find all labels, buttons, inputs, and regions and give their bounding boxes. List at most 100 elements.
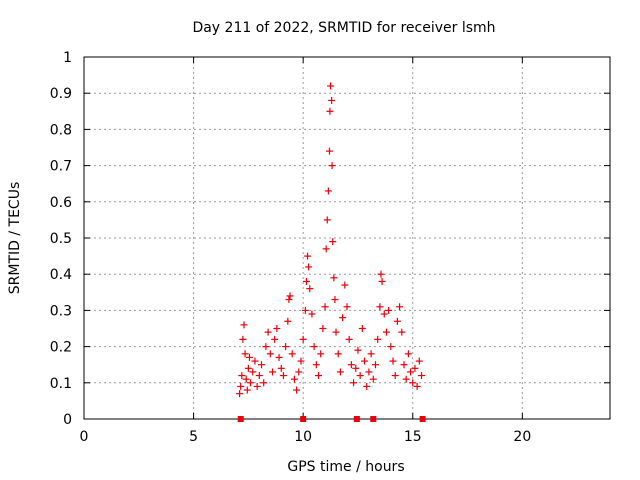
data-point [273,325,281,332]
y-tick-label: 0.5 [50,231,72,247]
axis-marker [300,416,307,422]
data-point [264,328,272,336]
data-point [374,335,382,343]
data-point [255,372,263,380]
chart-title: Day 211 of 2022, SRMTID for receiver lsm… [192,20,495,36]
data-point [334,350,342,358]
x-tick-label: 5 [189,429,198,445]
data-point [387,343,395,351]
axis-marker [237,416,244,422]
data-point [380,310,388,318]
data-point [247,379,255,387]
data-point [297,357,305,365]
data-point [418,372,426,380]
data-point [396,303,404,311]
data-point [400,361,408,369]
x-tick-label: 20 [513,429,531,445]
ticks-layer: 0 5 10 15 20 0 0.1 0.2 0.3 0.4 0.5 0.6 0.7 0.8 0.9 1 [50,50,610,445]
data-point [258,361,266,369]
axis-marker [419,416,426,422]
data-point [275,353,283,361]
data-point [306,285,314,293]
data-point [285,296,293,304]
data-point [302,277,310,285]
data-point [382,328,390,336]
data-point [324,187,332,195]
data-point [237,382,245,390]
data-point [371,361,379,369]
data-point [361,357,369,365]
data-point [288,350,296,358]
data-point [277,364,285,372]
x-tick-label: 15 [404,429,422,445]
data-point [241,350,249,358]
data-point [385,306,393,314]
y-axis-label: SRMTID / TECUs [7,182,23,295]
data-point [341,281,349,289]
y-tick-label: 1 [63,50,72,66]
y-tick-label: 0.7 [50,159,72,175]
data-point [345,335,353,343]
data-point [398,328,406,336]
data-point [336,368,344,376]
data-point [319,325,327,332]
data-point [329,238,337,246]
data-point [239,335,247,343]
data-point [377,270,385,278]
data-point [328,162,336,170]
data-point [242,375,250,383]
data-point [308,310,316,318]
data-point [413,382,421,390]
data-point [238,372,246,380]
axis-marker [353,416,360,422]
data-point [249,368,257,376]
y-tick-label: 0.2 [50,340,72,356]
data-point [327,82,335,90]
data-point [271,335,279,343]
data-point [347,361,355,369]
data-point [415,357,423,365]
data-point [326,107,334,115]
y-tick-label: 0.8 [50,122,72,138]
data-point [378,277,386,285]
data-point [266,350,274,358]
data-point [304,252,312,260]
data-point [365,368,373,376]
data-point [356,372,364,380]
data-point [312,361,320,369]
data-point [240,321,248,329]
data-point [404,350,412,358]
data-point [315,372,323,380]
data-point [279,372,287,380]
data-point [354,346,362,354]
data-point [376,303,384,311]
data-point [330,274,338,282]
data-point [305,263,313,271]
data-point [284,317,292,325]
data-point [339,314,347,322]
data-point [352,364,360,372]
data-point [411,364,419,372]
data-point [393,317,401,325]
grid-layer [84,57,610,419]
data-point [253,382,261,390]
data-point [391,372,399,380]
axis-marker [370,416,377,422]
y-tick-label: 0.9 [50,86,72,102]
data-point [363,382,371,390]
data-point [262,343,270,351]
data-point [350,379,358,387]
data-point [321,303,329,311]
y-tick-label: 0.1 [50,376,72,392]
data-point [310,343,318,351]
x-axis-label: GPS time / hours [287,459,404,475]
x-tick-label: 10 [294,429,312,445]
data-point [402,375,410,383]
data-point [244,364,252,372]
data-point [286,292,294,300]
y-tick-label: 0.4 [50,267,72,283]
data-point [268,368,276,376]
plot-frame [83,56,611,420]
y-tick-label: 0 [63,412,72,428]
data-point [323,216,331,224]
